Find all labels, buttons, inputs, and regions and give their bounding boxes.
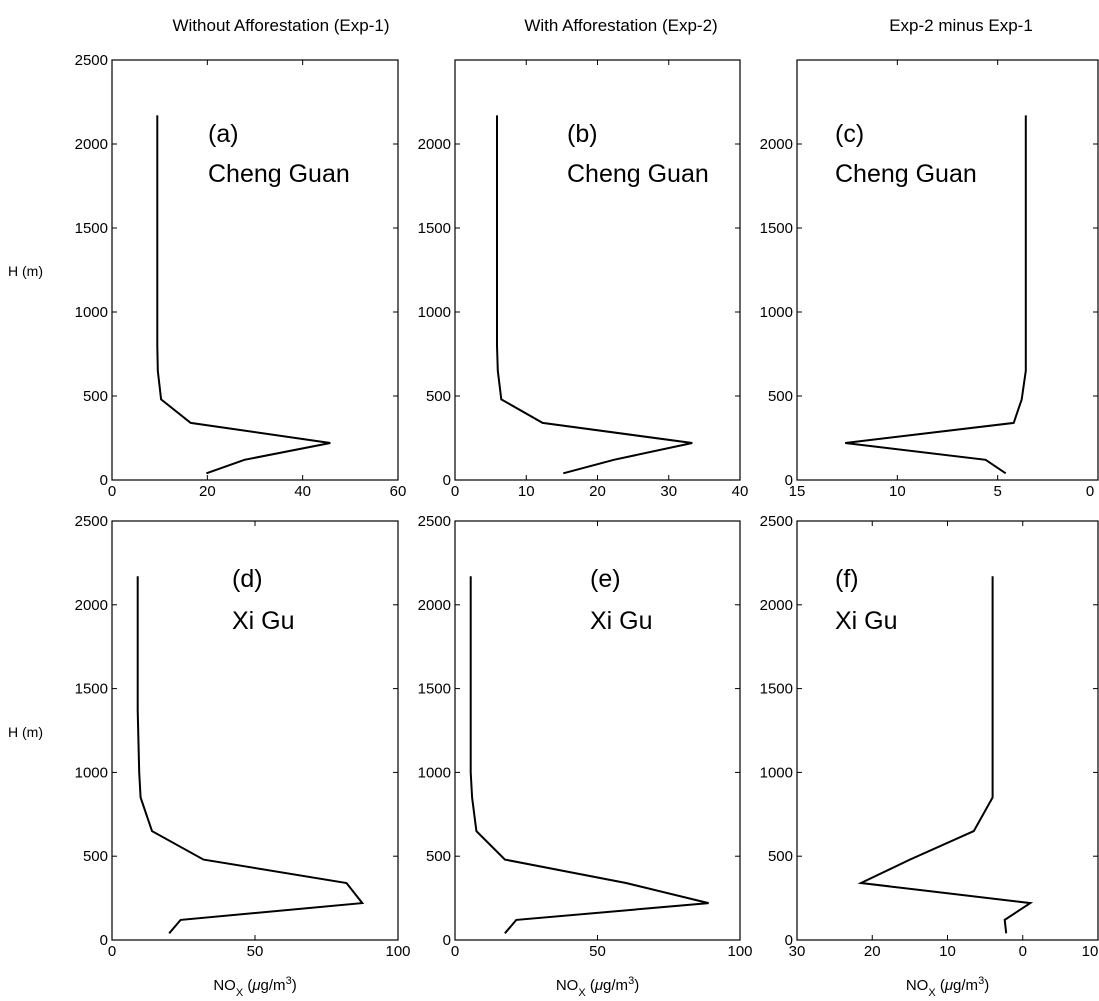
- axes-frame: [796, 59, 1099, 481]
- y-tick-label: 0: [443, 472, 451, 489]
- y-tick-label: 1500: [760, 220, 793, 237]
- y-tick-label: 1500: [75, 220, 108, 237]
- panel-label: (c): [835, 120, 864, 148]
- y-tick-label: 0: [100, 932, 108, 949]
- panel-d: 0 500 1000 1500 2000 2500 0 50 100 (d) Xi Gu NOX (μ…: [75, 513, 411, 999]
- station-label: Cheng Guan: [208, 160, 350, 188]
- nox-profile-line: [496, 115, 693, 475]
- x-tick-label: 40: [732, 483, 749, 500]
- x-tick-label: 10: [939, 943, 956, 960]
- y-tick-label: 500: [426, 388, 451, 405]
- x-tick-label: 10: [889, 483, 906, 500]
- y-tick-label: 0: [785, 472, 793, 489]
- x-tick-label: 0: [1086, 483, 1094, 500]
- y-tick-label: 1500: [760, 681, 793, 698]
- column-title-difference: Exp-2 minus Exp-1: [889, 16, 1033, 35]
- y-tick-label: 2000: [760, 136, 793, 153]
- station-label: Xi Gu: [232, 607, 295, 635]
- y-tick-label: 1000: [75, 764, 108, 781]
- panel-label: (d): [232, 565, 263, 593]
- x-axis-label: NOX (μg/m3): [906, 975, 989, 999]
- x-tick-label: 0: [1019, 943, 1027, 960]
- x-tick-label: 30: [660, 483, 677, 500]
- x-tick-label: 100: [727, 943, 752, 960]
- y-tick-label: 1000: [760, 764, 793, 781]
- panel-label: (b): [567, 120, 598, 148]
- y-tick-label: 2000: [760, 597, 793, 614]
- x-tick-label: 50: [589, 943, 606, 960]
- y-tick-label: 2000: [418, 136, 451, 153]
- station-label: Cheng Guan: [567, 160, 709, 188]
- x-tick-label: 0: [108, 483, 116, 500]
- x-tick-label: 0: [451, 483, 459, 500]
- y-tick-label: 1000: [760, 304, 793, 321]
- x-axis-label: NOX (μg/m3): [556, 975, 639, 999]
- x-tick-label: 100: [385, 943, 410, 960]
- y-tick-label: 500: [83, 388, 108, 405]
- panel-label: (e): [590, 565, 621, 593]
- nox-profile-line: [136, 576, 365, 934]
- y-tick-label: 1500: [75, 681, 108, 698]
- y-tick-label: 2000: [75, 136, 108, 153]
- panel-label: (f): [835, 565, 859, 593]
- y-tick-label: 1000: [418, 304, 451, 321]
- row1-y-axis-label: H (m): [8, 263, 43, 279]
- nox-profile-line: [857, 576, 1034, 934]
- y-tick-label: 0: [100, 472, 108, 489]
- x-tick-label: 50: [247, 943, 264, 960]
- panel-c: 0 500 1000 1500 2000 15 10 5 0 (c) Cheng Guan: [760, 59, 1099, 500]
- y-tick-label: 2500: [418, 513, 451, 530]
- panel-a: 0 500 1000 1500 2000 2500 0 20 40 60 (a) Cheng Guan: [75, 52, 407, 500]
- nox-profile-line: [469, 576, 709, 934]
- y-tick-label: 1500: [418, 681, 451, 698]
- x-tick-label: 0: [108, 943, 116, 960]
- x-tick-label: 40: [294, 483, 311, 500]
- x-tick-label: 30: [789, 943, 806, 960]
- nox-profile-line: [156, 115, 331, 475]
- x-tick-label: 0: [451, 943, 459, 960]
- x-tick-label: 10: [518, 483, 535, 500]
- x-tick-label: 20: [589, 483, 606, 500]
- y-tick-label: 500: [83, 848, 108, 865]
- y-tick-label: 1000: [75, 304, 108, 321]
- panel-e: 0 500 1000 1500 2000 2500 0 50 100 (e) Xi Gu NOX (μ…: [418, 513, 753, 999]
- axes-frame: [111, 59, 399, 481]
- x-axis-label: NOX (μg/m3): [213, 975, 296, 999]
- y-tick-label: 500: [768, 388, 793, 405]
- x-tick-label: 10: [1082, 943, 1099, 960]
- x-tick-label: 20: [199, 483, 216, 500]
- y-tick-label: 2000: [418, 597, 451, 614]
- x-tick-label: 15: [789, 483, 806, 500]
- station-label: Cheng Guan: [835, 160, 977, 188]
- panel-f: 0 500 1000 1500 2000 2500 30 20 10 0 10 (f) Xi Gu NOX…: [760, 513, 1099, 999]
- y-tick-label: 2500: [75, 513, 108, 530]
- panel-b: 0 500 1000 1500 2000 0 10 20 30 40 (b) Cheng Guan: [418, 59, 749, 500]
- row2-y-axis-label: H (m): [8, 724, 43, 740]
- x-tick-label: 5: [993, 483, 1001, 500]
- y-tick-label: 500: [426, 848, 451, 865]
- y-tick-label: 2500: [760, 513, 793, 530]
- nox-profile-line: [845, 115, 1027, 475]
- station-label: Xi Gu: [835, 607, 898, 635]
- y-tick-label: 500: [768, 848, 793, 865]
- panel-label: (a): [208, 120, 239, 148]
- y-tick-label: 1000: [418, 764, 451, 781]
- x-tick-label: 20: [864, 943, 881, 960]
- y-tick-label: 2000: [75, 597, 108, 614]
- x-tick-label: 60: [390, 483, 407, 500]
- column-title-exp2: With Afforestation (Exp-2): [524, 16, 717, 35]
- y-tick-label: 1500: [418, 220, 451, 237]
- y-tick-label: 2500: [75, 52, 108, 69]
- station-label: Xi Gu: [590, 607, 653, 635]
- column-title-exp1: Without Afforestation (Exp-1): [172, 16, 389, 35]
- y-tick-label: 0: [785, 932, 793, 949]
- y-tick-label: 0: [443, 932, 451, 949]
